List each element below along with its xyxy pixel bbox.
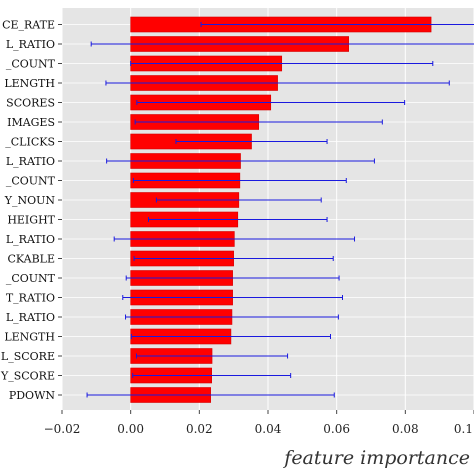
y-tick-label-3: LENGTH	[4, 77, 55, 90]
y-tick-label-5: IMAGES	[7, 116, 55, 129]
bars	[130, 16, 432, 403]
error-bars	[86, 22, 474, 398]
x-tick-label-5: 0.08	[392, 422, 419, 436]
y-tick-label-8: _COUNT	[6, 175, 56, 188]
y-tick-label-17: L_SCORE	[1, 350, 55, 363]
y-tick-label-10: HEIGHT	[7, 214, 55, 227]
x-axis-label: feature importance	[282, 447, 470, 469]
y-tick-label-0: CE_RATE	[2, 19, 55, 32]
y-tick-label-1: L_RATIO	[6, 38, 55, 51]
x-axis-ticks: −0.02 0.00 0.02 0.04 0.06 0.08 0.1	[44, 410, 474, 436]
y-tick-label-9: Y_NOUN	[4, 194, 56, 207]
x-tick-label-4: 0.06	[323, 422, 350, 436]
x-tick-label-3: 0.04	[255, 422, 282, 436]
y-tick-label-7: L_RATIO	[6, 155, 55, 168]
y-tick-label-6: _CLICKS	[5, 136, 55, 149]
x-tick-label-0: −0.02	[44, 422, 81, 436]
y-tick-label-13: _COUNT	[6, 272, 56, 285]
x-tick-label-6: 0.1	[454, 422, 473, 436]
y-tick-label-4: SCORES	[6, 97, 55, 110]
y-tick-label-14: T_RATIO	[6, 292, 55, 305]
y-tick-label-18: Y_SCORE	[0, 370, 55, 383]
y-tick-label-12: CKABLE	[7, 253, 55, 266]
y-tick-label-11: L_RATIO	[6, 233, 55, 246]
y-tick-label-19: PDOWN	[9, 389, 56, 402]
y-tick-label-16: LENGTH	[4, 331, 55, 344]
y-tick-label-15: L_RATIO	[6, 311, 55, 324]
y-tick-label-2: _COUNT	[6, 58, 56, 71]
y-axis-ticks: CE_RATE L_RATIO _COUNT LENGTH SCORES IMAGES _C…	[0, 19, 62, 402]
x-tick-label-1: 0.00	[117, 422, 144, 436]
x-tick-label-2: 0.02	[186, 422, 213, 436]
